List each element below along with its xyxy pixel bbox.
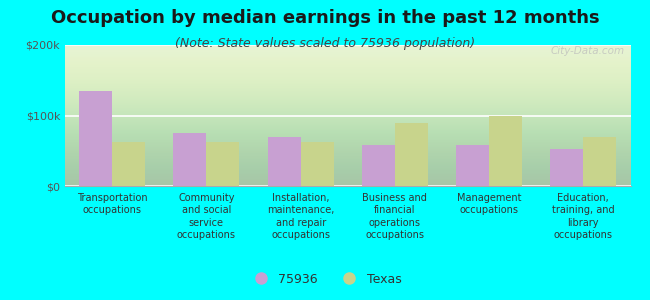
Bar bbox=[584, 137, 616, 186]
Bar bbox=[362, 145, 395, 186]
Bar bbox=[207, 142, 239, 186]
Bar bbox=[268, 137, 300, 186]
Bar bbox=[551, 148, 584, 186]
Bar bbox=[112, 142, 145, 186]
Text: (Note: State values scaled to 75936 population): (Note: State values scaled to 75936 popu… bbox=[175, 38, 475, 50]
Bar bbox=[395, 122, 428, 186]
Bar bbox=[79, 91, 112, 186]
Bar bbox=[300, 142, 333, 186]
Bar bbox=[489, 116, 522, 186]
Bar bbox=[456, 145, 489, 186]
Text: City-Data.com: City-Data.com bbox=[551, 46, 625, 56]
Legend: 75936, Texas: 75936, Texas bbox=[244, 268, 406, 291]
Bar bbox=[174, 133, 207, 186]
Text: Occupation by median earnings in the past 12 months: Occupation by median earnings in the pas… bbox=[51, 9, 599, 27]
